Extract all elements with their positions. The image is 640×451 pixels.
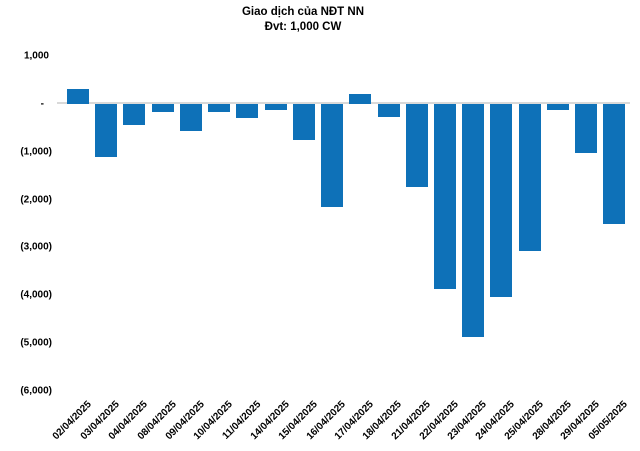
- bar-28/04/2025: [546, 104, 569, 111]
- bar-10/04/2025: [208, 104, 231, 112]
- bar-22/04/2025: [433, 104, 456, 289]
- bar-16/04/2025: [321, 104, 344, 208]
- bar-14/04/2025: [264, 104, 287, 110]
- y-tick-label: (5,000): [20, 337, 52, 349]
- chart-title-block: Giao dịch của NĐT NN Đvt: 1,000 CW: [0, 5, 606, 35]
- bar-04/04/2025: [123, 104, 146, 126]
- bar-18/04/2025: [377, 104, 400, 117]
- bar-15/04/2025: [292, 104, 315, 141]
- bar-21/04/2025: [405, 104, 428, 187]
- y-tick-label: (4,000): [20, 289, 52, 301]
- bar-24/04/2025: [490, 104, 513, 298]
- bar-25/04/2025: [518, 104, 541, 252]
- y-tick-label: -: [40, 98, 44, 110]
- chart-title: Giao dịch của NĐT NN: [241, 6, 365, 18]
- zero-axis-line: [57, 102, 630, 104]
- y-tick-label: (2,000): [20, 194, 52, 206]
- y-tick-label: 1,000: [23, 50, 49, 62]
- y-tick-label: (1,000): [20, 146, 52, 158]
- bar-17/04/2025: [349, 94, 372, 104]
- bar-11/04/2025: [236, 104, 259, 118]
- bar-09/04/2025: [179, 104, 202, 132]
- y-tick-label: (3,000): [20, 241, 52, 253]
- chart-subtitle: Đvt: 1,000 CW: [264, 21, 342, 33]
- y-tick-label: (6,000): [20, 385, 52, 397]
- bar-02/04/2025: [67, 88, 89, 104]
- bar-29/04/2025: [575, 104, 598, 153]
- bar-23/04/2025: [462, 104, 485, 338]
- bar-03/04/2025: [95, 104, 118, 157]
- bar-08/04/2025: [151, 104, 174, 113]
- bar-05/05/2025: [603, 104, 626, 224]
